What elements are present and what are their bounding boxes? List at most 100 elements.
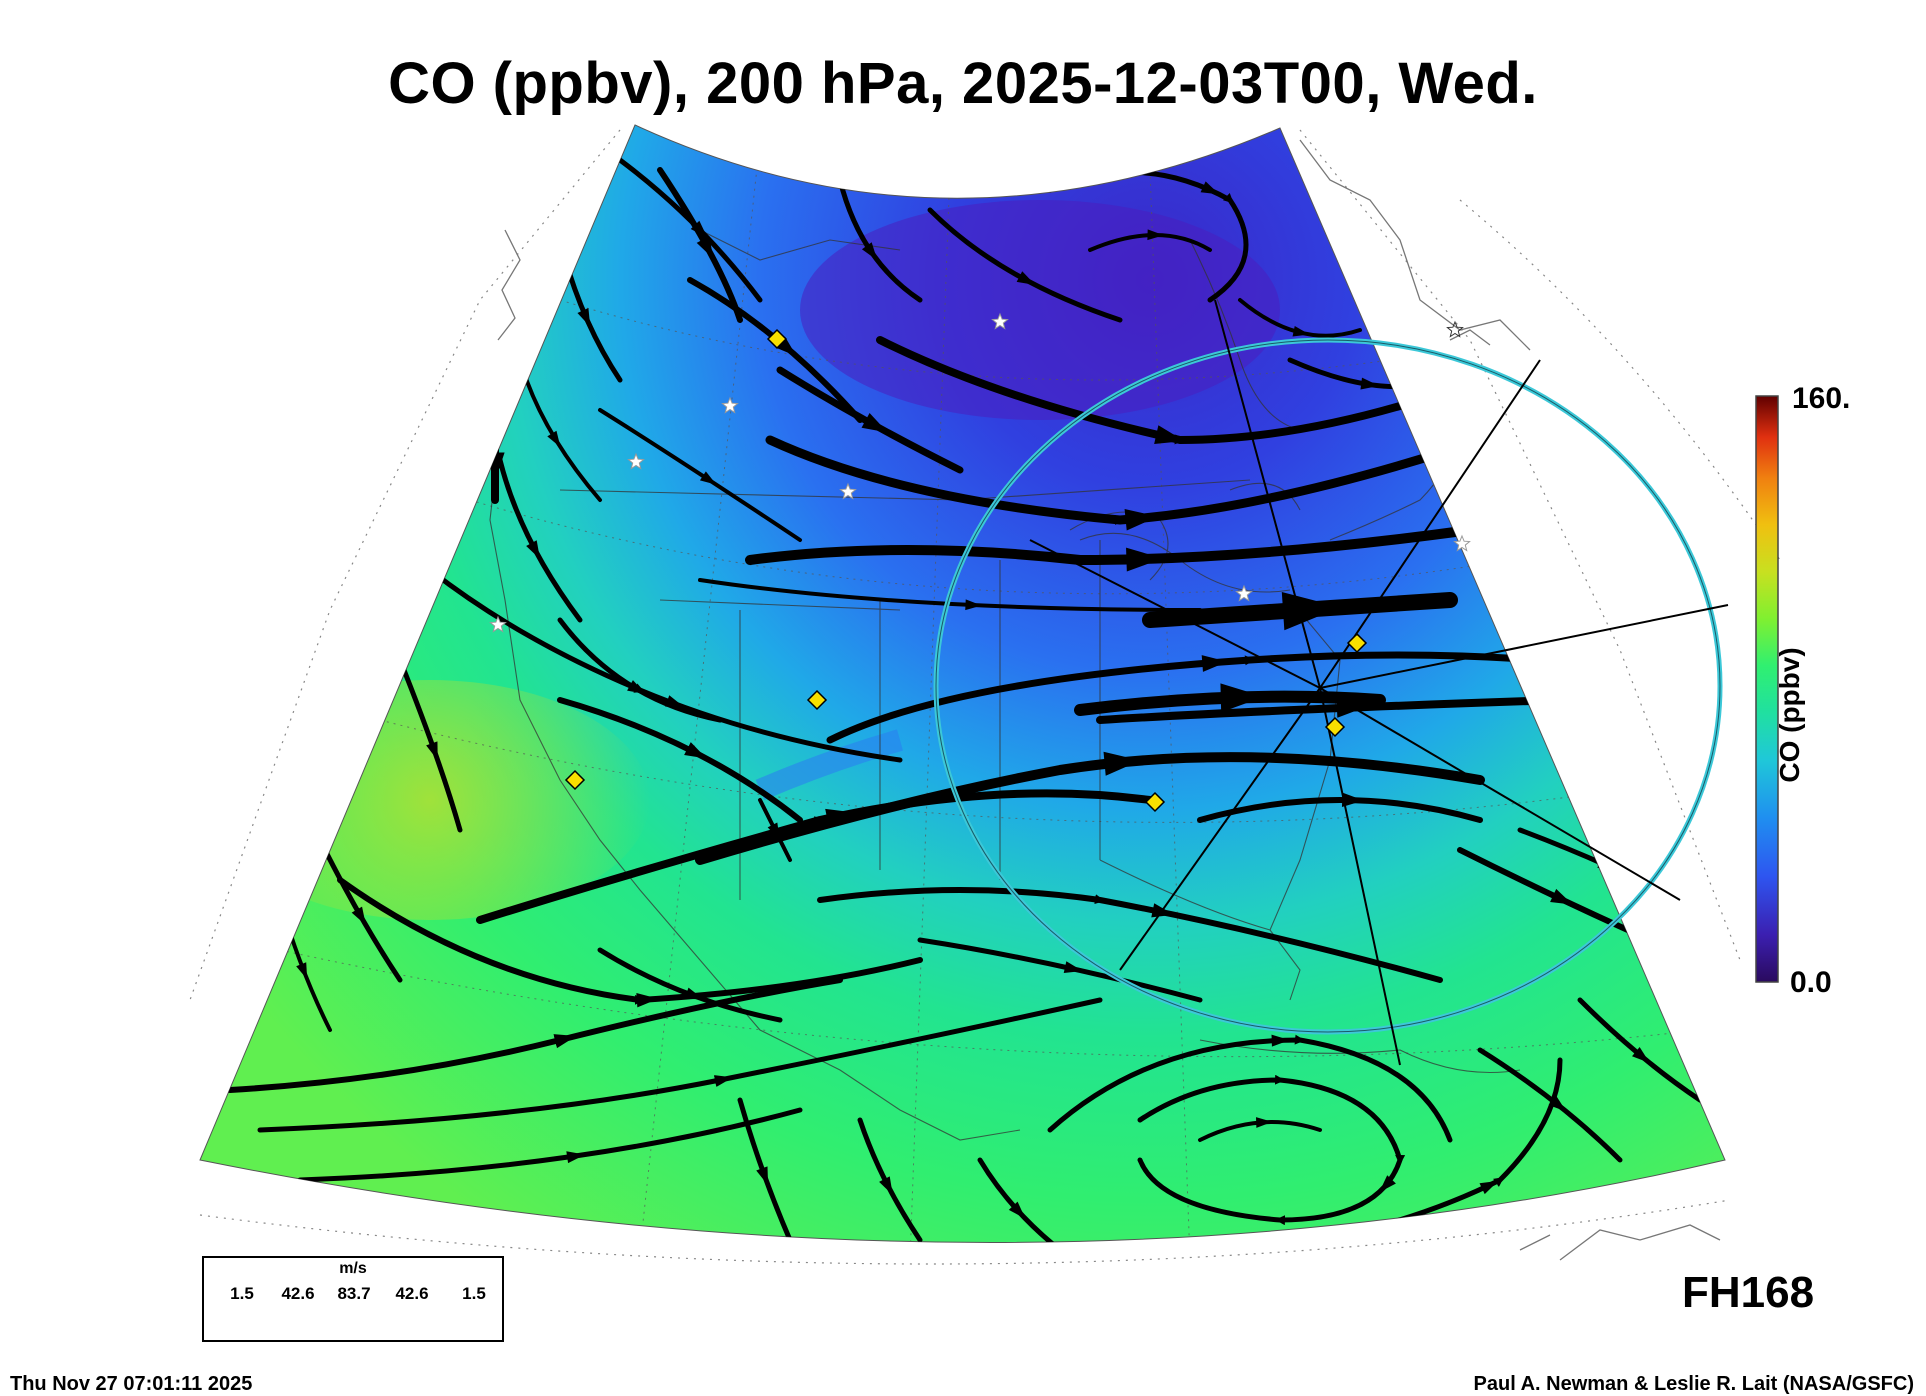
white-star-marker xyxy=(991,312,1009,330)
yellow-diamond-marker xyxy=(766,328,788,350)
map-title: CO (ppbv), 200 hPa, 2025-12-03T00, Wed. xyxy=(388,51,1538,116)
streamline-arrowhead xyxy=(1154,425,1185,445)
yellow-diamond-marker xyxy=(1144,791,1166,813)
yellow-diamond-marker xyxy=(1324,716,1346,738)
streamline-arrowhead xyxy=(1379,1175,1396,1193)
white-star-marker xyxy=(721,396,739,414)
streamline-arrowhead xyxy=(1124,509,1158,531)
white-star-marker xyxy=(1453,534,1471,552)
streamline-arrowhead xyxy=(627,680,646,695)
streamline-arrowhead xyxy=(1126,547,1163,572)
streamline-arrowhead xyxy=(526,540,541,559)
streamline xyxy=(497,457,583,623)
streamline-arrowhead xyxy=(1632,1046,1650,1064)
streamline xyxy=(917,937,1203,1003)
streamline xyxy=(1137,1074,1406,1226)
streamline-arrowhead xyxy=(684,742,707,759)
run-timestamp: Thu Nov 27 07:01:11 2025 xyxy=(10,1373,253,1395)
streamline-arrowhead xyxy=(756,1166,769,1186)
streamline-arrowhead xyxy=(1063,961,1083,974)
co-field xyxy=(200,125,1725,1243)
streamline-arrowhead xyxy=(636,993,659,1008)
colorbar xyxy=(1755,395,1779,983)
streamline xyxy=(776,366,964,474)
streamline-arrowhead xyxy=(547,430,561,448)
yellow-diamond-marker xyxy=(806,689,828,711)
streamline-arrowhead xyxy=(1200,181,1220,195)
streamline-arrowhead xyxy=(1271,1034,1290,1047)
streamline-arrowhead xyxy=(553,1034,577,1049)
streamline xyxy=(695,752,1485,865)
streamline xyxy=(698,578,1202,612)
streamline-arrowhead xyxy=(767,822,780,840)
streamline-arrowhead xyxy=(1336,698,1366,718)
streamline-arrowhead xyxy=(861,412,888,433)
credit-line: Paul A. Newman & Leslie R. Lait (NASA/GS… xyxy=(1473,1373,1914,1395)
streamline-arrowhead xyxy=(1292,325,1310,337)
white-star-marker xyxy=(627,452,645,470)
streamline-arrowhead xyxy=(1341,792,1364,808)
streamline xyxy=(817,887,1443,983)
streamline xyxy=(745,525,1475,566)
streamline xyxy=(765,435,1455,525)
streamline-arrowhead xyxy=(296,962,308,980)
streamline xyxy=(826,651,1544,744)
streamline-arrowhead xyxy=(351,906,366,926)
streamline xyxy=(927,207,1123,323)
streamline-arrowhead xyxy=(696,236,714,259)
streamline-arrowhead xyxy=(566,1151,586,1164)
streamline xyxy=(476,789,1154,924)
wind-key-value: 83.7 xyxy=(337,1284,371,1303)
range-circle xyxy=(933,337,1723,1035)
streamline-arrowhead xyxy=(699,471,717,485)
streamline-arrowhead xyxy=(1256,1117,1273,1128)
streamline-arrowhead xyxy=(1147,229,1164,241)
white-star-markers xyxy=(489,312,1471,633)
streamline-arrowhead xyxy=(577,308,591,327)
streamline xyxy=(598,408,802,542)
wind-key-value: 42.6 xyxy=(395,1284,429,1303)
streamline xyxy=(597,947,783,1023)
wind-key-value: 1.5 xyxy=(462,1284,486,1303)
streamline xyxy=(1047,1034,1453,1143)
white-star-marker xyxy=(839,482,857,500)
white-star-marker xyxy=(489,615,507,633)
white-star-marker xyxy=(1235,584,1253,602)
streamline-arrowhead xyxy=(879,1176,893,1196)
yellow-diamond-markers xyxy=(564,328,1368,813)
wind-key-value: 1.5 xyxy=(230,1284,254,1303)
forecast-hour-label: FH168 xyxy=(1682,1268,1815,1317)
wind-speed-key: m/s 1.5 42.6 83.7 42.6 1.5 xyxy=(202,1256,504,1342)
streamline-arrowhead xyxy=(1016,271,1036,285)
white-star-marker xyxy=(1446,320,1464,338)
wind-key-value: 42.6 xyxy=(281,1284,315,1303)
streamline xyxy=(297,1107,803,1183)
sector-outline xyxy=(199,124,1726,1243)
streamline-arrowhead xyxy=(426,741,438,761)
streamline xyxy=(557,617,723,723)
colorbar-max-label: 160. xyxy=(1792,382,1851,415)
streamline-arrowhead xyxy=(1479,1180,1499,1195)
yellow-diamond-marker xyxy=(564,769,586,791)
colorbar-title: CO (ppbv) xyxy=(1774,647,1805,783)
streamline-arrowhead xyxy=(861,242,878,261)
streamline-arrowhead xyxy=(1201,655,1228,672)
streamline xyxy=(1096,696,1564,724)
streamline-arrowhead xyxy=(825,808,856,828)
wind-key-unit: m/s xyxy=(339,1260,367,1277)
colorbar-min-label: 0.0 xyxy=(1790,966,1832,999)
streamline-arrowhead xyxy=(965,599,982,611)
streamline-arrowhead xyxy=(684,987,704,1000)
streamline-arrowhead xyxy=(1360,377,1380,390)
streamline-arrowhead xyxy=(1550,888,1573,905)
streamline-arrowhead xyxy=(1103,751,1141,776)
yellow-diamond-marker xyxy=(1346,632,1368,654)
coastlines-outer xyxy=(497,139,1721,1261)
streamline-arrowhead xyxy=(1220,683,1264,713)
streamline xyxy=(1197,797,1483,823)
streamline-arrowhead xyxy=(1008,1201,1026,1219)
streamline-arrowhead xyxy=(1548,1095,1567,1112)
graticule-outer xyxy=(189,129,1781,1265)
streamline-arrowhead xyxy=(714,1075,733,1087)
